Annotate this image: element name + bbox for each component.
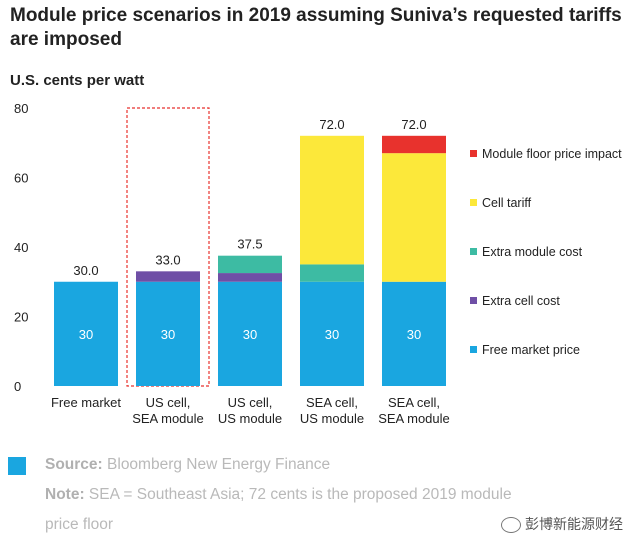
watermark: 彭博新能源财经 <box>501 514 623 534</box>
x-tick-label: US module <box>218 411 282 426</box>
legend-swatch <box>470 248 477 255</box>
bar-segment <box>218 255 282 274</box>
bar-segment <box>54 281 118 386</box>
note-line-2: price floor <box>45 510 113 540</box>
x-tick-label: US cell, <box>146 395 191 410</box>
watermark-text: 彭博新能源财经 <box>525 517 623 533</box>
x-tick-label: SEA cell, <box>388 395 440 410</box>
legend-label: Extra cell cost <box>482 294 560 308</box>
bar-segment <box>382 135 446 154</box>
note-line: Note: SEA = Southeast Asia; 72 cents is … <box>45 480 512 510</box>
y-tick-label: 80 <box>14 101 28 116</box>
legend-swatch <box>470 346 477 353</box>
y-axis-label: U.S. cents per watt <box>10 72 145 89</box>
bar-segment <box>300 281 364 386</box>
bar-segment <box>218 273 282 282</box>
bar-total-label: 37.5 <box>237 237 262 252</box>
bar-total-label: 33.0 <box>155 252 180 267</box>
y-tick-label: 40 <box>14 240 28 255</box>
legend-label: Free market price <box>482 343 580 357</box>
source-text: Bloomberg New Energy Finance <box>107 456 331 473</box>
source-line: Source: Bloomberg New Energy Finance <box>45 450 330 480</box>
bar-segment <box>300 264 364 282</box>
bar-segment <box>136 271 200 282</box>
chart-title: Module price scenarios in 2019 assuming … <box>10 5 622 50</box>
x-tick-label: Free market <box>51 395 121 410</box>
x-tick-label: SEA cell, <box>306 395 358 410</box>
note-text-2: price floor <box>45 516 114 533</box>
x-tick-label: SEA module <box>378 411 450 426</box>
bar-segment-label: 30 <box>407 327 421 342</box>
x-tick-label: US cell, <box>228 395 273 410</box>
bar-total-label: 72.0 <box>319 117 344 132</box>
note-text-1: SEA = Southeast Asia; 72 cents is the pr… <box>88 486 512 503</box>
stacked-bar-chart: 0 20 40 60 80 30 30.0 Free market 30 33.0 US cell,… <box>14 101 622 426</box>
bar-segment <box>136 281 200 386</box>
bar-total-label: 72.0 <box>401 117 426 132</box>
x-tick-label: SEA module <box>132 411 204 426</box>
x-tick-label: US module <box>300 411 364 426</box>
bar-segment <box>300 135 364 265</box>
bar-segment-label: 30 <box>325 327 339 342</box>
y-tick-label: 20 <box>14 310 28 325</box>
y-tick-label: 60 <box>14 171 28 186</box>
bar-segment <box>382 153 446 282</box>
legend-swatch <box>470 150 477 157</box>
legend-label: Cell tariff <box>482 196 532 210</box>
legend-label: Extra module cost <box>482 245 583 259</box>
source-label: Source: <box>45 456 103 473</box>
bar-segment <box>382 281 446 386</box>
legend-swatch <box>470 199 477 206</box>
note-label: Note: <box>45 486 85 503</box>
y-tick-label: 0 <box>14 379 21 394</box>
wechat-icon <box>501 517 521 533</box>
legend-swatch <box>470 297 477 304</box>
legend-label: Module floor price impact <box>482 147 622 161</box>
bar-total-label: 30.0 <box>73 263 98 278</box>
bar-segment-label: 30 <box>243 327 257 342</box>
bar-segment-label: 30 <box>161 327 175 342</box>
bar-segment <box>218 281 282 386</box>
bar-segment-label: 30 <box>79 327 93 342</box>
source-marker-icon <box>8 457 26 475</box>
